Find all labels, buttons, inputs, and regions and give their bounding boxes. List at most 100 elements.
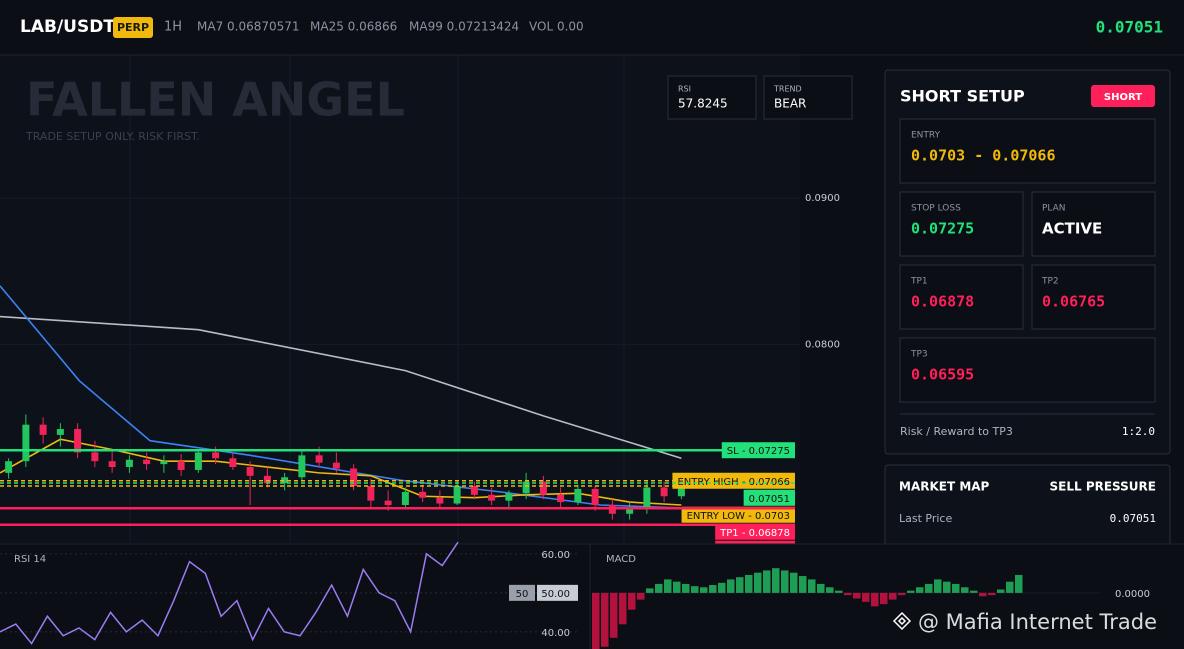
macd-bar [646,588,654,593]
symbol: LAB/USDT [20,17,115,37]
candle-body [350,468,358,487]
card [899,191,1024,257]
interval[interactable]: 1H [164,20,182,35]
macd-bar [952,583,960,593]
watermark-title: FALLEN ANGEL [26,73,405,127]
candle-body [677,482,685,497]
candle-body [367,486,375,501]
macd-bar [853,592,861,599]
candle-body [660,487,668,497]
macd-bar [997,589,1005,593]
card-value: 0.0703 - 0.07066 [911,147,1056,165]
rr-label: Risk / Reward to TP3 [900,425,1013,438]
macd-bar [745,574,753,593]
card-label: STOP LOSS [911,204,961,214]
stat-label: RSI [678,85,691,94]
candle-body [522,481,530,494]
stat-value: 57.8245 [678,97,728,111]
macd-bar [592,592,600,649]
candle-body [177,461,185,470]
rr-value: 1:2.0 [1122,425,1155,438]
marker-bg [509,584,535,601]
candle-body [384,500,392,506]
macd-bar [1006,581,1014,593]
level-label: 0.07051 [749,494,790,505]
watermark-subtitle: TRADE SETUP ONLY. RISK FIRST. [25,130,200,143]
macd-bar [871,592,879,607]
indicators: 60.00 50.00 40.00 50 0.0000 [0,541,1150,649]
macd-bar [754,572,762,593]
candle-body [212,452,220,459]
macd-bar [628,592,636,610]
vol: VOL 0.00 [529,20,584,34]
macd-bar [943,581,951,593]
rsi-title: RSI 14 [14,554,46,565]
macd-bar [835,590,843,593]
card [899,118,1156,184]
y-tick-label: 0.0000 [1115,589,1150,600]
y-tick-label: 60.00 [541,550,570,561]
candle-body [419,491,427,498]
logo-icon [892,611,912,631]
macd-bar [727,579,735,593]
market-map-title: MARKET MAP [899,480,990,494]
tick-label-bg [537,584,578,601]
macd-bar [664,579,672,593]
card-label: TP3 [910,350,928,360]
macd-bar [862,592,870,602]
macd-bar [691,586,699,593]
candle-body [56,429,64,435]
macd-bar [601,592,609,647]
macd-bar [907,590,915,593]
card-value: 0.06765 [1042,293,1105,311]
level-label-bg [715,523,795,540]
candle-body [39,424,47,435]
macd-bar [709,585,717,593]
macd-bar [637,592,645,600]
macd-bar [925,583,933,593]
candle-body [74,429,82,453]
level-label: ENTRY LOW - 0.0703 [687,511,790,522]
level-label: SL - 0.07275 [727,446,790,457]
stat-box [667,75,757,120]
macd-bar [736,577,744,593]
last-label: Last Price [899,512,952,525]
macd-bar [979,592,987,597]
macd-bar [898,592,906,596]
footer-watermark-group: @ Mafia Internet Trade [892,610,1157,634]
chart-area [0,55,800,543]
macd-title: MACD [606,554,636,565]
candle-body [315,455,323,463]
macd-bar [718,582,726,593]
footer-watermark: @ Mafia Internet Trade [918,610,1157,634]
macd-bar [790,572,798,593]
y-tick-label: 0.0900 [805,193,840,204]
candle-body [488,494,496,501]
level-label-bg [721,442,795,459]
macd-bar [889,592,897,600]
level-label-bg [743,489,795,506]
macd-bar [1015,574,1023,593]
candle-body [539,481,547,495]
y-tick-label: 40.00 [541,628,570,639]
candle-body [143,459,151,465]
short-badge: SHORT [1104,92,1142,103]
card-label: ENTRY [911,131,941,141]
card [899,264,1024,330]
candle-body [436,497,444,504]
level-label-bg [681,506,795,523]
card [1031,264,1156,330]
macd-bar [880,592,888,605]
last-price: 0.07051 [1096,18,1163,37]
level-label: ENTRY HIGH - 0.07066 [677,477,790,488]
macd-bar [961,587,969,593]
card-value: 0.06595 [911,366,974,384]
candle-body [194,452,202,470]
candle-body [246,467,254,476]
card [1031,191,1156,257]
badge-bg [113,17,153,38]
candle-body [557,494,565,503]
candle-body [281,477,289,484]
stat-box [763,75,853,120]
